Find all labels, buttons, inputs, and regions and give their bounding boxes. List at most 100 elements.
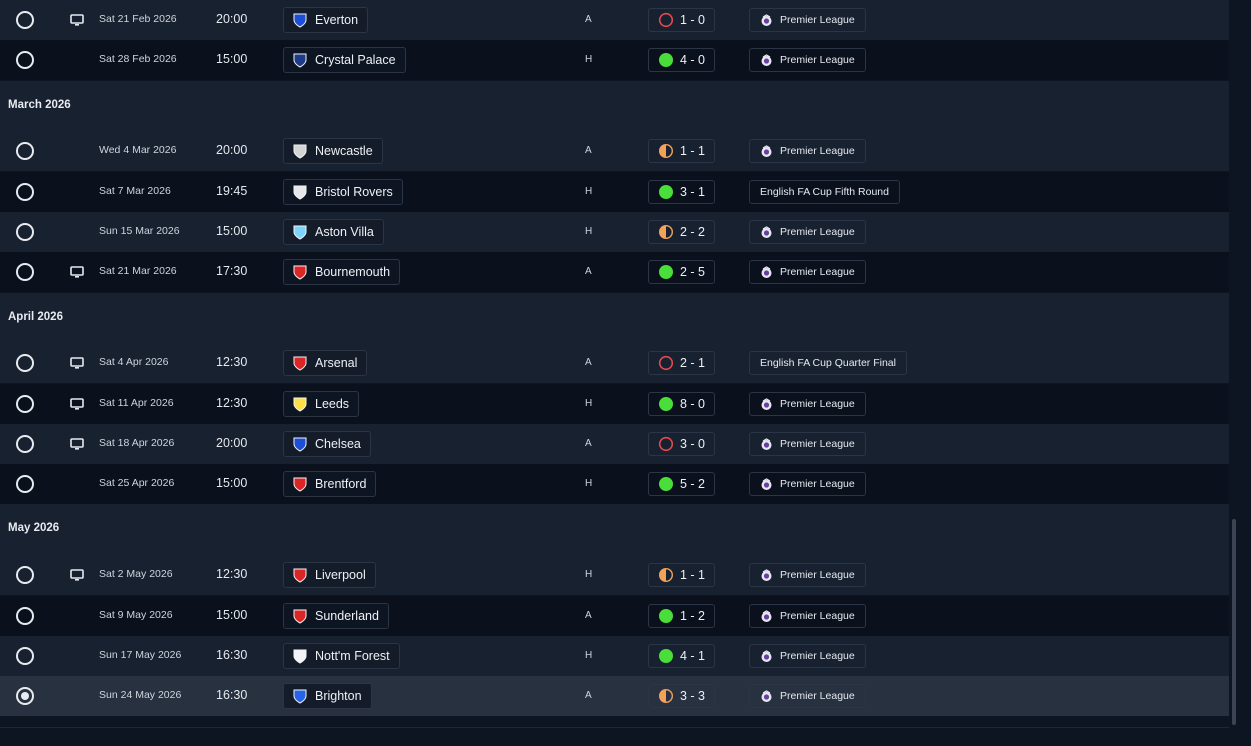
result-button[interactable]: 8 - 0 <box>648 392 716 416</box>
fixture-row[interactable]: Sat 25 Apr 2026 15:00 Brentford H 5 - 2 Premi… <box>0 464 1229 504</box>
fixture-date: Sat 25 Apr 2026 <box>99 477 175 489</box>
competition-button[interactable]: Premier League <box>749 139 866 163</box>
result-button[interactable]: 1 - 1 <box>648 139 716 163</box>
opponent-button[interactable]: Newcastle <box>283 138 383 164</box>
tv-icon <box>70 266 84 278</box>
fixture-row[interactable]: Sun 17 May 2026 16:30 Nott'm Forest H 4 - 1 P… <box>0 636 1229 676</box>
competition-button[interactable]: Premier League <box>749 8 866 32</box>
fixture-time: 12:30 <box>216 396 248 410</box>
win-icon <box>659 609 673 623</box>
competition-button[interactable]: Premier League <box>749 472 866 496</box>
opponent-button[interactable]: Everton <box>283 7 369 33</box>
competition-button[interactable]: Premier League <box>749 684 866 708</box>
select-radio[interactable] <box>16 354 34 372</box>
opponent-button[interactable]: Nott'm Forest <box>283 643 400 669</box>
result-button[interactable]: 1 - 1 <box>648 563 716 587</box>
select-radio[interactable] <box>16 223 34 241</box>
select-radio[interactable] <box>16 475 34 493</box>
fixture-date: Sat 21 Mar 2026 <box>99 265 177 277</box>
fixture-row[interactable]: Sat 28 Feb 2026 15:00 Crystal Palace H 4 - 0… <box>0 40 1229 80</box>
result-button[interactable]: 3 - 0 <box>648 432 716 456</box>
opponent-button[interactable]: Chelsea <box>283 431 371 457</box>
select-radio[interactable] <box>16 395 34 413</box>
fixture-date: Sun 17 May 2026 <box>99 649 182 661</box>
opponent-button[interactable]: Sunderland <box>283 603 389 629</box>
competition-button[interactable]: English FA Cup Quarter Final <box>749 351 907 375</box>
fixture-row[interactable]: Sat 11 Apr 2026 12:30 Leeds H 8 - 0 Premier L… <box>0 384 1229 424</box>
fixture-row[interactable]: Sat 2 May 2026 12:30 Liverpool H 1 - 1 Premie… <box>0 555 1229 595</box>
select-radio[interactable] <box>16 11 34 29</box>
bottom-bar <box>0 727 1229 746</box>
select-radio[interactable] <box>16 51 34 69</box>
opponent-button[interactable]: Leeds <box>283 391 360 417</box>
opponent-button[interactable]: Liverpool <box>283 562 376 588</box>
fixture-date: Sat 11 Apr 2026 <box>99 397 174 409</box>
competition-button[interactable]: Premier League <box>749 260 866 284</box>
brighton-badge-icon <box>293 689 307 704</box>
competition-button[interactable]: Premier League <box>749 220 866 244</box>
win-icon <box>659 649 673 663</box>
opponent-button[interactable]: Crystal Palace <box>283 47 406 73</box>
opponent-button[interactable]: Arsenal <box>283 350 368 376</box>
select-radio[interactable] <box>16 607 34 625</box>
competition-button[interactable]: Premier League <box>749 563 866 587</box>
result-button[interactable]: 4 - 0 <box>648 48 716 72</box>
fixture-date: Sat 9 May 2026 <box>99 609 173 621</box>
fixture-row[interactable]: Sat 9 May 2026 15:00 Sunderland A 1 - 2 Premi… <box>0 596 1229 636</box>
opponent-button[interactable]: Bournemouth <box>283 259 401 285</box>
competition-button[interactable]: Premier League <box>749 432 866 456</box>
newcastle-badge-icon <box>293 144 307 159</box>
competition-button[interactable]: English FA Cup Fifth Round <box>749 180 900 204</box>
venue-label: A <box>585 690 592 701</box>
result-score: 2 - 2 <box>680 225 706 239</box>
fixture-row[interactable]: Sat 7 Mar 2026 19:45 Bristol Rovers H 3 - 1 E… <box>0 172 1229 212</box>
fixture-row[interactable]: Sun 15 Mar 2026 15:00 Aston Villa H 2 - 2 Pre… <box>0 212 1229 252</box>
result-button[interactable]: 4 - 1 <box>648 644 716 668</box>
select-radio[interactable] <box>16 183 34 201</box>
opponent-button[interactable]: Brighton <box>283 683 372 709</box>
result-score: 1 - 2 <box>680 609 706 623</box>
result-score: 3 - 1 <box>680 185 706 199</box>
draw-icon <box>658 567 674 583</box>
venue-label: H <box>585 650 593 661</box>
select-radio[interactable] <box>16 687 34 705</box>
result-button[interactable]: 2 - 1 <box>648 351 716 375</box>
select-radio[interactable] <box>16 647 34 665</box>
competition-button[interactable]: Premier League <box>749 604 866 628</box>
competition-button[interactable]: Premier League <box>749 48 866 72</box>
select-radio[interactable] <box>16 566 34 584</box>
result-button[interactable]: 1 - 0 <box>648 8 716 32</box>
fixture-time: 16:30 <box>216 648 248 662</box>
fixture-row[interactable]: Sat 18 Apr 2026 20:00 Chelsea A 3 - 0 Premier… <box>0 424 1229 464</box>
aston-villa-badge-icon <box>293 225 307 240</box>
result-button[interactable]: 5 - 2 <box>648 472 716 496</box>
chelsea-badge-icon <box>293 437 307 452</box>
opponent-button[interactable]: Bristol Rovers <box>283 179 403 205</box>
fixture-row[interactable]: Sat 4 Apr 2026 12:30 Arsenal A 2 - 1 English … <box>0 343 1229 383</box>
opponent-button[interactable]: Brentford <box>283 471 377 497</box>
result-button[interactable]: 2 - 2 <box>648 220 716 244</box>
fixture-row[interactable]: Sun 24 May 2026 16:30 Brighton A 3 - 3 Premie… <box>0 676 1229 716</box>
fixture-date: Sat 18 Apr 2026 <box>99 437 175 449</box>
result-button[interactable]: 2 - 5 <box>648 260 716 284</box>
fixture-time: 15:00 <box>216 608 248 622</box>
opponent-name: Newcastle <box>315 144 373 158</box>
fixture-row[interactable]: Wed 4 Mar 2026 20:00 Newcastle A 1 - 1 Premie… <box>0 131 1229 171</box>
competition-button[interactable]: Premier League <box>749 392 866 416</box>
scrollbar-thumb[interactable] <box>1232 519 1236 725</box>
fixture-time: 12:30 <box>216 355 248 369</box>
result-button[interactable]: 3 - 1 <box>648 180 716 204</box>
result-button[interactable]: 3 - 3 <box>648 684 716 708</box>
result-score: 3 - 0 <box>680 437 706 451</box>
opponent-button[interactable]: Aston Villa <box>283 219 384 245</box>
win-icon <box>659 265 673 279</box>
select-radio[interactable] <box>16 435 34 453</box>
fixture-row[interactable]: Sat 21 Mar 2026 17:30 Bournemouth A 2 - 5 Pre… <box>0 252 1229 292</box>
select-radio[interactable] <box>16 142 34 160</box>
fixture-row[interactable]: Sat 21 Feb 2026 20:00 Everton A 1 - 0 Premier… <box>0 0 1229 40</box>
competition-button[interactable]: Premier League <box>749 644 866 668</box>
select-radio[interactable] <box>16 263 34 281</box>
opponent-name: Sunderland <box>315 609 379 623</box>
result-button[interactable]: 1 - 2 <box>648 604 716 628</box>
win-icon <box>659 185 673 199</box>
